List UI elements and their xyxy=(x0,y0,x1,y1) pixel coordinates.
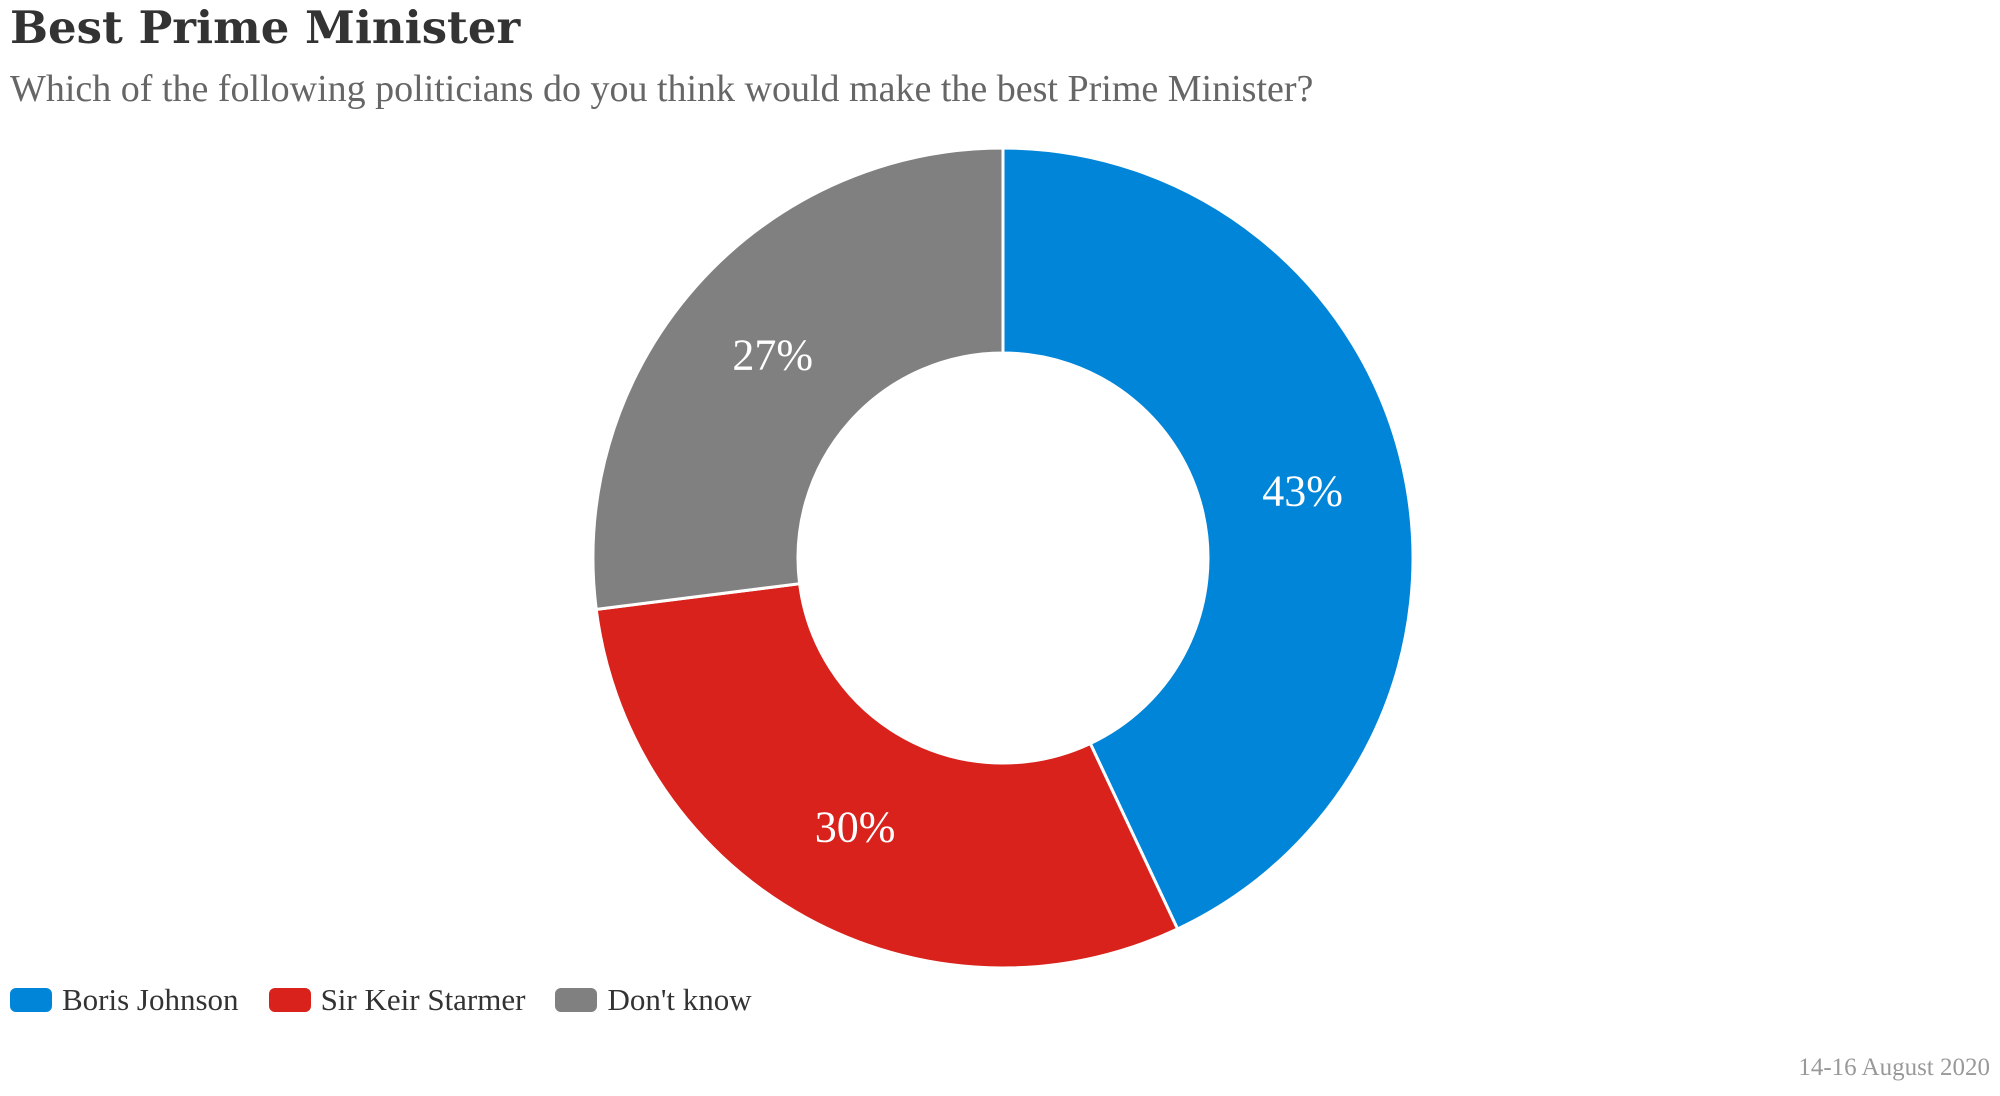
legend-label-keir-starmer: Sir Keir Starmer xyxy=(320,982,526,1017)
chart-legend: Boris Johnson Sir Keir Starmer Don't kno… xyxy=(10,982,782,1018)
legend-item-dont-know[interactable]: Don't know xyxy=(555,982,752,1018)
slice-label-sir-keir-starmer: 30% xyxy=(815,803,896,852)
survey-date: 14-16 August 2020 xyxy=(1798,1054,1990,1081)
chart-subtitle: Which of the following politicians do yo… xyxy=(10,68,1314,110)
slice-label-boris-johnson: 43% xyxy=(1262,467,1343,516)
slice-don-t-know[interactable] xyxy=(591,146,1005,612)
slice-boris-johnson[interactable] xyxy=(1001,146,1415,931)
legend-label-boris-johnson: Boris Johnson xyxy=(62,982,239,1017)
legend-swatch-keir-starmer xyxy=(268,988,311,1012)
legend-swatch-boris-johnson xyxy=(10,988,52,1012)
slice-sir-keir-starmer[interactable] xyxy=(594,582,1180,970)
legend-swatch-dont-know xyxy=(555,988,598,1012)
legend-label-dont-know: Don't know xyxy=(607,982,752,1017)
chart-title: Best Prime Minister xyxy=(10,1,521,54)
legend-item-keir-starmer[interactable]: Sir Keir Starmer xyxy=(268,982,526,1018)
slice-label-don-t-know: 27% xyxy=(732,330,813,379)
legend-item-boris-johnson[interactable]: Boris Johnson xyxy=(10,982,239,1018)
